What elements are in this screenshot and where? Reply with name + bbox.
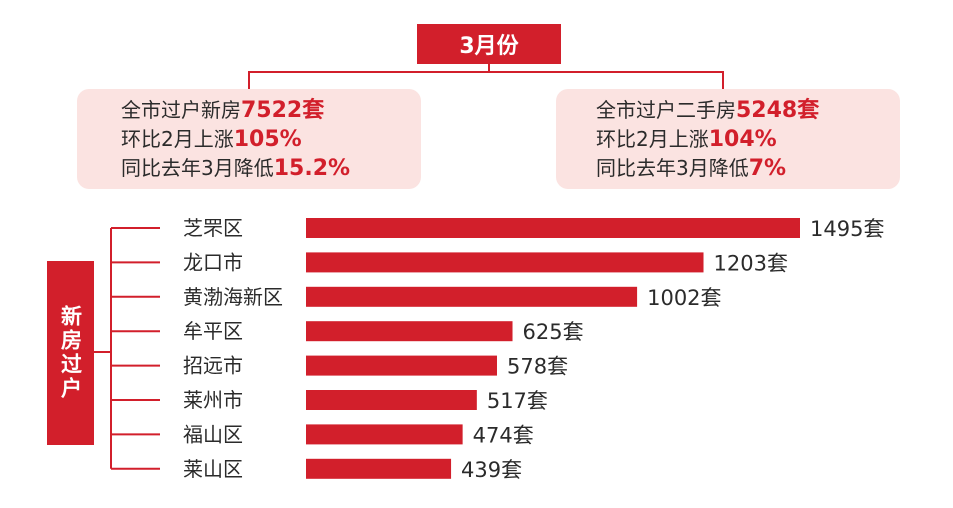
summary-text: 环比2月上涨 [596,127,709,151]
summary-line: 全市过户新房7522套 [77,96,421,125]
connector-left-drop [248,71,250,89]
summary-text: 全市过户二手房 [596,98,736,122]
summary-line: 同比去年3月降低7% [556,154,900,183]
value-label: 517套 [487,389,548,413]
month-label: 3月份 [459,34,519,59]
bar [306,321,513,342]
category-label: 招远市 [183,354,243,378]
connector-vertical [488,64,490,72]
bar [306,424,463,445]
category-label: 莱州市 [183,388,243,412]
summary-line: 全市过户二手房5248套 [556,96,900,125]
bar [306,252,704,273]
second-hand-summary-card: 全市过户二手房5248套 环比2月上涨104% 同比去年3月降低7% [556,89,900,189]
category-label: 牟平区 [183,319,243,343]
new-house-transfer-label: 新房过户 [47,261,94,445]
category-label: 龙口市 [183,250,243,274]
category-label: 莱山区 [183,457,243,481]
new-house-summary-card: 全市过户新房7522套 环比2月上涨105% 同比去年3月降低15.2% [77,89,421,189]
value-label: 1495套 [810,217,884,241]
bar [306,218,800,238]
connector-right-drop [722,71,724,89]
summary-text: 同比去年3月降低 [121,156,274,180]
bar [306,458,452,479]
summary-text: 全市过户新房 [121,98,241,122]
category-label: 福山区 [183,422,243,446]
value-label: 625套 [523,320,584,344]
month-title-box: 3月份 [417,24,561,64]
summary-value: 7522套 [241,98,325,123]
value-label: 1203套 [714,251,788,275]
summary-line: 同比去年3月降低15.2% [77,154,421,183]
summary-line: 环比2月上涨104% [556,125,900,154]
summary-text: 同比去年3月降低 [596,156,749,180]
summary-value: 5248套 [736,98,820,123]
value-label: 578套 [507,355,568,379]
summary-line: 环比2月上涨105% [77,125,421,154]
value-label: 439套 [461,458,522,482]
bar [306,286,638,307]
value-label: 474套 [473,423,534,447]
summary-value: 7% [748,156,787,181]
summary-text: 环比2月上涨 [121,127,234,151]
bar [306,390,477,410]
summary-value: 104% [708,127,777,152]
value-label: 1002套 [647,286,721,310]
category-label: 黄渤海新区 [183,285,283,309]
category-label: 芝罘区 [183,216,243,240]
side-label-text: 新房过户 [58,305,83,401]
connector-horizontal [248,71,724,73]
summary-value: 15.2% [273,156,351,181]
bar [306,355,497,376]
summary-value: 105% [233,127,302,152]
